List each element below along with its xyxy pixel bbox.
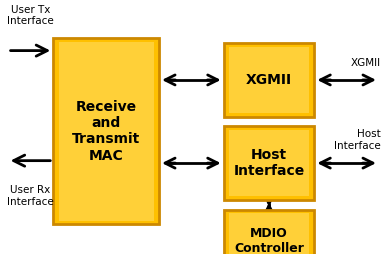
Text: User Tx
Interface: User Tx Interface	[7, 5, 54, 26]
FancyBboxPatch shape	[53, 38, 159, 224]
FancyBboxPatch shape	[59, 42, 154, 221]
FancyBboxPatch shape	[229, 130, 309, 196]
FancyBboxPatch shape	[223, 210, 314, 259]
Text: XGMII: XGMII	[246, 73, 292, 87]
Text: User Rx
Interface: User Rx Interface	[7, 185, 54, 207]
Text: XGMII: XGMII	[351, 58, 381, 68]
FancyBboxPatch shape	[229, 213, 309, 259]
FancyBboxPatch shape	[229, 47, 309, 113]
Text: Host
Interface: Host Interface	[233, 148, 305, 178]
Text: Receive
and
Transmit
MAC: Receive and Transmit MAC	[72, 100, 140, 163]
Text: MDIO
Controller: MDIO Controller	[234, 227, 304, 255]
FancyBboxPatch shape	[223, 126, 314, 200]
FancyBboxPatch shape	[223, 43, 314, 117]
Text: Host
Interface: Host Interface	[334, 129, 381, 151]
